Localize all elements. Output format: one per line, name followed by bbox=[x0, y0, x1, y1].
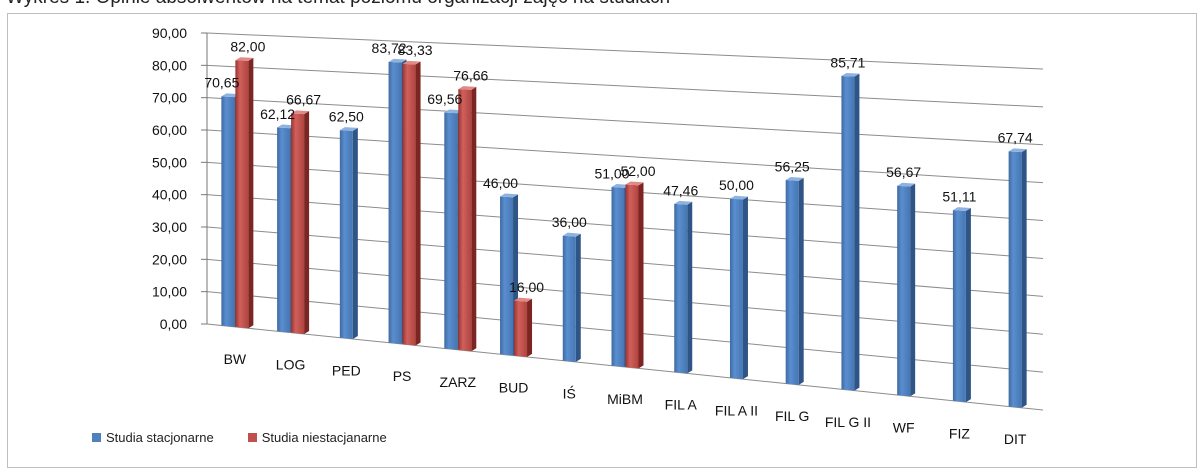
data-label: 83,33 bbox=[398, 42, 433, 58]
data-label: 82,00 bbox=[230, 39, 265, 55]
y-tick-label: 60,00 bbox=[152, 122, 187, 138]
y-tick-label: 0,00 bbox=[160, 316, 187, 332]
data-label: 56,25 bbox=[775, 158, 810, 174]
bar bbox=[952, 207, 971, 403]
x-category-label: MiBM bbox=[607, 391, 643, 407]
gridline bbox=[206, 97, 1044, 146]
x-category-label: FIL G bbox=[775, 408, 810, 424]
y-tick-label: 20,00 bbox=[152, 251, 187, 267]
data-label: 52,00 bbox=[620, 163, 655, 179]
legend-label-niestacjonarne: Studia niestacjanarne bbox=[261, 430, 387, 445]
gridline bbox=[206, 64, 1044, 108]
x-category-label: BW bbox=[224, 351, 247, 367]
data-label: 47,46 bbox=[663, 182, 698, 198]
y-tick-label: 70,00 bbox=[152, 90, 187, 106]
legend-swatch-niestacjonarne bbox=[247, 433, 257, 442]
bar bbox=[562, 232, 581, 362]
x-category-label: FIL G II bbox=[825, 414, 871, 430]
x-category-label: LOG bbox=[276, 357, 306, 373]
bar bbox=[785, 177, 804, 385]
bar bbox=[402, 60, 421, 346]
legend-label-stacjonarne: Studia stacjonarne bbox=[106, 430, 214, 445]
data-label: 51,11 bbox=[942, 189, 976, 205]
bar bbox=[339, 127, 358, 340]
x-category-label: IŚ bbox=[563, 384, 576, 401]
gridline bbox=[206, 32, 1044, 70]
bars bbox=[221, 57, 1027, 408]
data-label: 70,65 bbox=[204, 75, 239, 91]
bar bbox=[235, 57, 254, 329]
data-label: 46,00 bbox=[483, 175, 518, 191]
y-tick-label: 50,00 bbox=[152, 154, 187, 170]
x-category-label: WF bbox=[893, 420, 915, 436]
legend: Studia stacjonarne Studia niestacjanarne bbox=[92, 430, 387, 445]
data-label: 69,56 bbox=[427, 91, 462, 107]
bar bbox=[514, 297, 533, 357]
x-category-label: PS bbox=[393, 368, 412, 384]
bar bbox=[625, 181, 644, 369]
y-tick-label: 10,00 bbox=[152, 284, 187, 300]
x-category-label: FIZ bbox=[949, 425, 970, 441]
y-tick-label: 30,00 bbox=[152, 219, 187, 235]
bar bbox=[458, 86, 477, 352]
chart-title-partial: Wykres 1. Opinie absolwentów na temat po… bbox=[6, 0, 670, 9]
data-label: 16,00 bbox=[509, 279, 544, 295]
y-tick-label: 80,00 bbox=[152, 57, 187, 73]
y-tick-label: 90,00 bbox=[152, 25, 187, 41]
bar bbox=[674, 200, 693, 374]
data-label: 56,67 bbox=[886, 164, 921, 180]
bar bbox=[841, 72, 860, 391]
data-label: 67,74 bbox=[998, 130, 1033, 146]
data-label: 85,71 bbox=[830, 54, 865, 70]
chart-frame bbox=[7, 13, 1197, 468]
x-category-label: DIT bbox=[1004, 431, 1027, 447]
data-label: 62,50 bbox=[329, 108, 364, 124]
y-tick-label: 40,00 bbox=[152, 187, 187, 203]
bar bbox=[291, 110, 310, 334]
axes: 0,00 10,00 20,00 30,00 40,00 50,00 60,00 70,00 8… bbox=[152, 25, 1027, 447]
data-label: 76,66 bbox=[453, 68, 488, 84]
x-category-label: FIL A II bbox=[715, 402, 758, 418]
legend-swatch-stacjonarne bbox=[92, 433, 101, 442]
bar bbox=[729, 195, 748, 380]
data-label: 36,00 bbox=[552, 214, 587, 230]
data-label: 66,67 bbox=[286, 92, 321, 108]
x-category-label: FIL A bbox=[665, 397, 698, 413]
bar bbox=[897, 182, 916, 397]
data-label: 62,12 bbox=[260, 106, 295, 122]
data-label: 50,00 bbox=[719, 177, 754, 193]
x-category-label: ZARZ bbox=[440, 374, 477, 390]
x-category-label: PED bbox=[332, 362, 361, 378]
data-label: 83,72 bbox=[372, 40, 407, 56]
x-category-label: BUD bbox=[499, 380, 529, 396]
bar bbox=[1008, 148, 1027, 408]
data-label: 51,00 bbox=[594, 165, 629, 181]
